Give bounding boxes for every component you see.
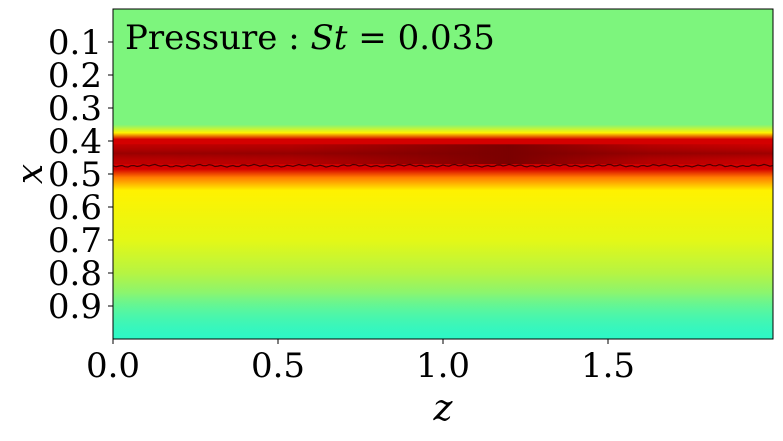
y-tick-label: 0.9 <box>48 287 102 327</box>
y-tick-label: 0.8 <box>48 254 102 294</box>
x-axis: 0.0 0.5 1.0 1.5 <box>86 339 635 386</box>
x-tick-label: 1.5 <box>581 346 635 386</box>
x-tick-label: 0.0 <box>86 346 140 386</box>
y-axis: 0.10.20.30.40.50.60.70.80.9 <box>48 23 113 327</box>
heatmap-peak-band <box>113 144 773 165</box>
heatmap-base <box>113 9 773 339</box>
chart-title: Pressure : St = 0.035 <box>125 18 495 58</box>
y-tick-label: 0.4 <box>48 122 102 162</box>
y-tick-label: 0.3 <box>48 89 102 129</box>
x-tick-label: 1.0 <box>416 346 470 386</box>
title-equation: = 0.035 <box>347 18 494 58</box>
title-variable: St <box>311 18 348 58</box>
y-tick-label: 0.7 <box>48 221 102 261</box>
y-tick-label: 0.6 <box>48 188 102 228</box>
y-tick-label: 0.5 <box>48 155 102 195</box>
x-axis-label: z <box>433 388 454 429</box>
heatmap-field <box>113 9 773 339</box>
y-tick-label: 0.1 <box>48 23 102 63</box>
x-tick-label: 0.5 <box>251 346 305 386</box>
heatmap-bottom-shade <box>113 292 773 339</box>
title-prefix: Pressure : <box>125 18 311 58</box>
y-axis-label: x <box>10 164 51 184</box>
heatmap-dark-line <box>113 163 773 168</box>
y-tick-label: 0.2 <box>48 56 102 96</box>
